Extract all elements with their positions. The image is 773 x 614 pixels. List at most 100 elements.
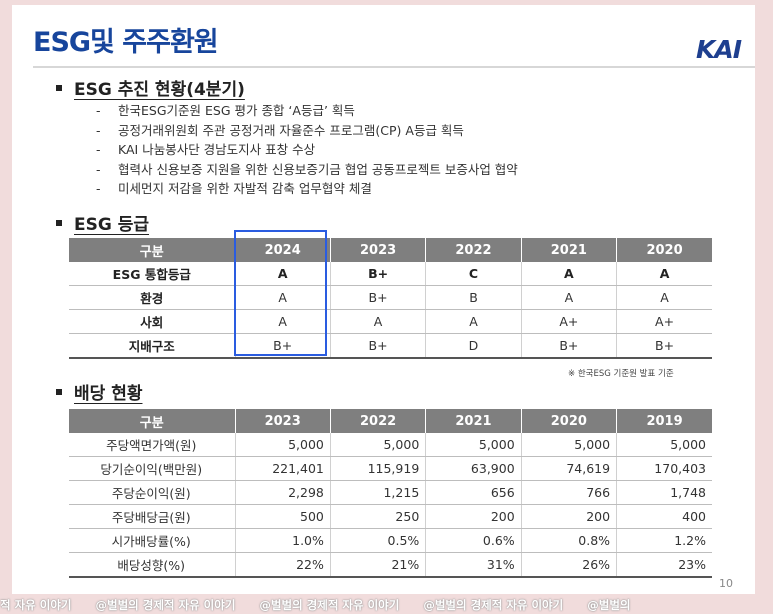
row-label: 지배구조 [69, 333, 236, 359]
table-row: 사회 A A A A+ A+ [69, 309, 712, 334]
table-cell: 170,403 [616, 456, 712, 481]
section-esg-grade: ESG 등급 [56, 210, 149, 235]
table-cell: 0.8% [521, 528, 618, 553]
table-cell: 1.2% [616, 528, 712, 553]
table-cell: 5,000 [521, 433, 618, 457]
table-cell: 221,401 [235, 456, 331, 481]
list-item: - 협력사 신용보증 지원을 위한 신용보증기금 협업 공동프로젝트 보증사업 협… [96, 160, 518, 180]
row-label: 당기순이익(백만원) [69, 456, 236, 481]
column-header: 2022 [330, 409, 427, 433]
section-heading: ESG 등급 [74, 215, 150, 235]
list-item: - KAI 나눔봉사단 경남도지사 표창 수상 [96, 140, 518, 160]
table-cell: B+ [521, 333, 618, 359]
title-divider [33, 66, 755, 68]
table-row: 주당배당금(원) 500 250 200 200 400 [69, 504, 712, 529]
table-cell: 63,900 [425, 456, 522, 481]
table-cell: A+ [521, 309, 618, 334]
kai-logo: KAI [696, 35, 742, 64]
list-item: - 미세먼지 저감을 위한 자발적 감축 업무협약 체결 [96, 179, 518, 199]
table-cell: 1,748 [616, 480, 712, 505]
dividend-table: 구분 2023 2022 2021 2020 2019 주당액면가액(원) 5,… [69, 409, 712, 578]
table-cell: 26% [521, 552, 618, 578]
row-label: 배당성향(%) [69, 552, 236, 578]
watermark-text: 적 자유 이야기 [0, 598, 72, 612]
table-cell: A+ [616, 309, 712, 334]
table-cell: C [425, 262, 522, 286]
table-header-row: 구분 2024 2023 2022 2021 2020 [69, 238, 712, 262]
column-header: 구분 [69, 409, 236, 433]
table-cell: 5,000 [616, 433, 712, 457]
page-title: ESG및 주주환원 [33, 27, 219, 58]
table-cell: B+ [330, 262, 427, 286]
watermark-text: @벌벌의 경제적 자유 이야기 [95, 598, 236, 612]
row-label: 주당액면가액(원) [69, 433, 236, 457]
table-cell: A [235, 285, 331, 310]
table-cell: 200 [521, 504, 618, 529]
table-cell: 31% [425, 552, 522, 578]
section-esg-progress: ESG 추진 현황(4분기) [56, 75, 245, 100]
table-cell: 500 [235, 504, 331, 529]
page-number: 10 [719, 577, 733, 590]
table-cell: A [235, 262, 331, 286]
dash-icon: - [96, 103, 101, 118]
column-header: 구분 [69, 238, 236, 262]
source-note: ※ 한국ESG 기준원 발표 기준 [568, 369, 674, 379]
dash-icon: - [96, 161, 101, 177]
table-cell: 766 [521, 480, 618, 505]
slide: ESG및 주주환원 KAI ESG 추진 현황(4분기) - 한국ESG기준원 E… [12, 5, 755, 594]
table-cell: 5,000 [330, 433, 427, 457]
table-cell: 2,298 [235, 480, 331, 505]
table-cell: 200 [425, 504, 522, 529]
table-cell: 22% [235, 552, 331, 578]
row-label: 사회 [69, 309, 236, 334]
row-label: ESG 통합등급 [69, 262, 236, 286]
table-row: 지배구조 B+ B+ D B+ B+ [69, 333, 712, 359]
table-row: 배당성향(%) 22% 21% 31% 26% 23% [69, 552, 712, 578]
table-cell: A [235, 309, 331, 334]
section-heading: ESG 추진 현황(4분기) [74, 80, 245, 100]
table-cell: 400 [616, 504, 712, 529]
section-dividend: 배당 현황 [56, 379, 142, 404]
table-cell: D [425, 333, 522, 359]
column-header: 2022 [425, 238, 522, 262]
table-cell: 250 [330, 504, 427, 529]
section-heading: 배당 현황 [74, 384, 143, 404]
table-row: 주당순이익(원) 2,298 1,215 656 766 1,748 [69, 480, 712, 505]
table-cell: 1.0% [235, 528, 331, 553]
table-cell: B+ [616, 333, 712, 359]
table-cell: 115,919 [330, 456, 427, 481]
dash-icon: - [96, 181, 101, 196]
watermark-text: @벌벌의 경제적 자유 이야기 [423, 598, 564, 612]
list-item: - 공정거래위원회 주관 공정거래 자율준수 프로그램(CP) A등급 획득 [96, 121, 518, 141]
column-header: 2021 [521, 238, 618, 262]
column-header: 2020 [521, 409, 618, 433]
list-item: - 한국ESG기준원 ESG 평가 종합 ‘A등급’ 획득 [96, 101, 518, 121]
table-row: 당기순이익(백만원) 221,401 115,919 63,900 74,619… [69, 456, 712, 481]
dash-icon: - [96, 122, 101, 138]
table-cell: A [425, 309, 522, 334]
esg-grade-table: 구분 2024 2023 2022 2021 2020 ESG 통합등급 A B… [69, 238, 712, 359]
table-cell: 656 [425, 480, 522, 505]
row-label: 환경 [69, 285, 236, 310]
esg-progress-list: - 한국ESG기준원 ESG 평가 종합 ‘A등급’ 획득 - 공정거래위원회 주관… [96, 101, 518, 199]
table-header-row: 구분 2023 2022 2021 2020 2019 [69, 409, 712, 433]
row-label: 주당순이익(원) [69, 480, 236, 505]
column-header: 2023 [235, 409, 331, 433]
row-label: 주당배당금(원) [69, 504, 236, 529]
table-cell: A [330, 309, 427, 334]
table-cell: A [616, 285, 712, 310]
watermark-text: @벌벌의 경제적 자유 이야기 [259, 598, 400, 612]
column-header: 2021 [425, 409, 522, 433]
column-header: 2019 [616, 409, 712, 433]
table-cell: 1,215 [330, 480, 427, 505]
table-cell: 5,000 [425, 433, 522, 457]
square-bullet-icon [56, 85, 62, 91]
table-row: ESG 통합등급 A B+ C A A [69, 262, 712, 286]
table-cell: 21% [330, 552, 427, 578]
row-label: 시가배당률(%) [69, 528, 236, 553]
table-row: 시가배당률(%) 1.0% 0.5% 0.6% 0.8% 1.2% [69, 528, 712, 553]
table-cell: A [616, 262, 712, 286]
table-cell: 74,619 [521, 456, 618, 481]
table-cell: B+ [235, 333, 331, 359]
square-bullet-icon [56, 389, 62, 395]
